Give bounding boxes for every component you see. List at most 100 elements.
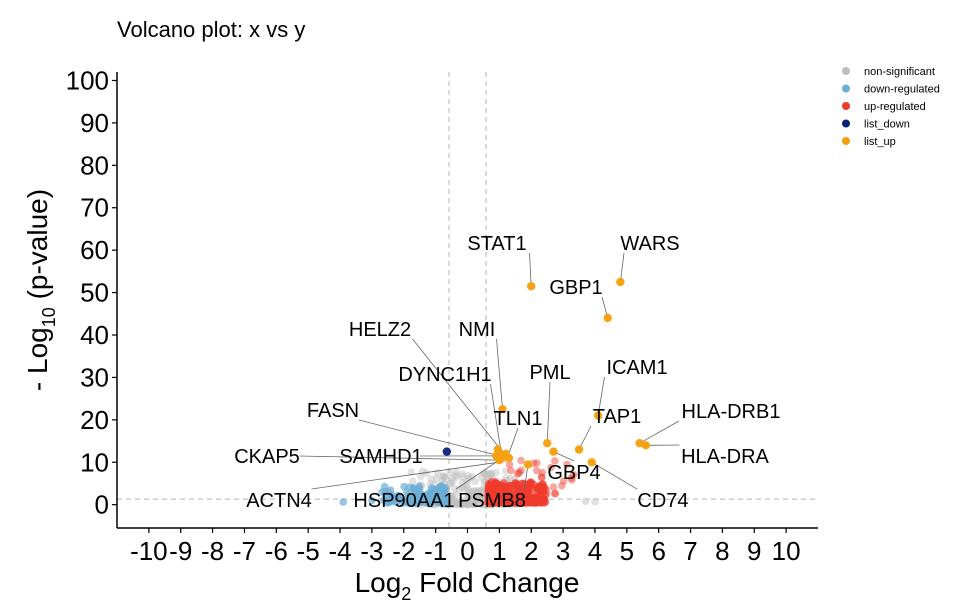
- point-non-significant: [461, 500, 470, 508]
- x-tick-label: -8: [201, 536, 224, 566]
- gene-label: CD74: [637, 490, 688, 512]
- point-up-regulated: [513, 470, 522, 478]
- x-tick-label: 5: [620, 536, 634, 566]
- point-up-regulated: [517, 456, 525, 465]
- point-up-regulated: [547, 463, 555, 472]
- point-non-significant: [470, 495, 478, 504]
- x-tick-label: -5: [297, 536, 320, 566]
- point-non-significant: [477, 500, 486, 508]
- legend-marker: [842, 67, 850, 75]
- legend: non-significant down-regulated up-regulate…: [842, 66, 940, 148]
- point-down-regulated: [387, 493, 396, 501]
- x-tick-label: -7: [233, 536, 256, 566]
- label-connector: [358, 419, 500, 457]
- point-non-significant: [453, 500, 462, 509]
- point-up-regulated: [568, 476, 576, 484]
- point-non-significant: [486, 471, 495, 479]
- x-tick-label: -2: [392, 536, 415, 566]
- point-non-significant: [439, 472, 447, 480]
- x-tick-label: 3: [556, 536, 570, 566]
- point-non-significant: [458, 500, 466, 509]
- label-connector: [639, 420, 680, 444]
- point-non-significant: [452, 500, 460, 508]
- point-non-significant: [471, 489, 480, 498]
- gene-label: NMI: [459, 319, 496, 341]
- point-non-significant: [473, 491, 482, 499]
- gene-label: GBP1: [549, 277, 602, 299]
- point-non-significant: [470, 491, 478, 500]
- point-up-regulated: [515, 468, 523, 477]
- point-non-significant: [515, 469, 524, 478]
- legend-label: non-significant: [864, 66, 935, 78]
- label-connector: [620, 252, 625, 283]
- point-non-significant: [441, 474, 449, 482]
- point-non-significant: [452, 498, 460, 507]
- y-tick-label: 60: [80, 235, 109, 265]
- legend-label: up-regulated: [864, 101, 926, 113]
- label-connector: [546, 381, 551, 444]
- point-non-significant: [417, 472, 425, 481]
- label-connector: [496, 338, 503, 410]
- point-down-regulated: [440, 498, 449, 507]
- point-non-significant: [492, 468, 500, 477]
- point-non-significant: [464, 500, 473, 509]
- gene-label: FASN: [307, 400, 359, 422]
- chart-title: Volcano plot: x vs y: [117, 17, 305, 42]
- gene-label: TAP1: [593, 406, 642, 428]
- point-non-significant: [470, 499, 478, 508]
- y-tick-label: 30: [80, 362, 109, 392]
- point-up-regulated: [532, 466, 541, 475]
- point-up-regulated: [501, 487, 509, 495]
- point-non-significant: [427, 475, 435, 483]
- point-non-significant: [408, 477, 417, 486]
- point-non-significant: [470, 500, 478, 509]
- legend-label: list_down: [864, 119, 910, 131]
- legend-marker: [842, 84, 850, 93]
- point-up-regulated: [516, 487, 525, 496]
- gene-label: CKAP5: [234, 446, 300, 468]
- point-list-up: [603, 313, 612, 323]
- point-non-significant: [449, 500, 457, 509]
- point-non-significant: [466, 497, 475, 506]
- gene-label: DYNC1H1: [398, 364, 491, 386]
- point-non-significant: [448, 495, 457, 504]
- point-list-up: [498, 405, 507, 414]
- gene-label: PML: [529, 362, 570, 384]
- point-list-up: [616, 277, 625, 287]
- point-up-regulated: [513, 488, 521, 497]
- label-connector: [299, 455, 498, 461]
- point-non-significant: [477, 473, 486, 482]
- legend-marker: [842, 137, 850, 145]
- point-up-regulated: [523, 488, 531, 496]
- gene-label: WARS: [620, 233, 679, 255]
- point-non-significant: [448, 499, 456, 508]
- point-list-up: [493, 445, 502, 454]
- point-up-regulated: [549, 483, 558, 491]
- point-up-regulated: [538, 487, 547, 496]
- x-tick-label: -4: [328, 536, 351, 566]
- x-tick-label: 9: [747, 536, 761, 566]
- gene-label: HELZ2: [349, 319, 411, 341]
- point-up-regulated: [523, 489, 532, 498]
- gene-label: ACTN4: [246, 490, 312, 512]
- point-non-significant: [468, 491, 477, 499]
- point-non-significant: [455, 497, 464, 506]
- point-up-regulated: [533, 459, 541, 467]
- point-down-regulated: [415, 482, 423, 491]
- point-non-significant: [474, 491, 482, 500]
- point-list-up: [543, 439, 552, 448]
- x-tick-label: 8: [715, 536, 729, 566]
- point-down-regulated: [403, 497, 412, 506]
- point-non-significant: [464, 471, 472, 480]
- point-up-regulated: [505, 460, 514, 469]
- x-tick-label: -9: [169, 536, 192, 566]
- point-down-regulated: [409, 498, 417, 506]
- point-non-significant: [469, 493, 477, 502]
- point-non-significant: [448, 474, 456, 483]
- point-non-significant: [458, 498, 467, 507]
- x-tick-label: 10: [772, 536, 801, 566]
- point-up-regulated: [490, 493, 499, 501]
- point-non-significant: [470, 487, 479, 496]
- x-tick-label: 2: [524, 536, 538, 566]
